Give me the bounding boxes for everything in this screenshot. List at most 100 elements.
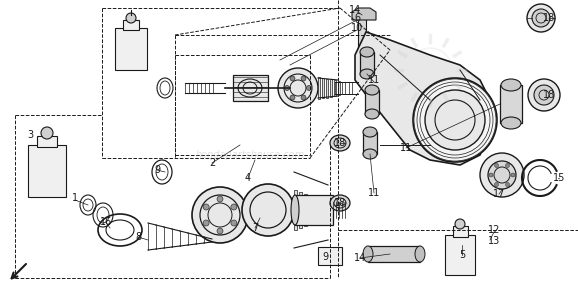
Circle shape [192,187,248,243]
Circle shape [290,76,295,81]
Circle shape [301,95,306,100]
Bar [453,226,468,237]
Text: 8: 8 [135,232,141,242]
Bar [363,132,377,154]
Polygon shape [352,8,376,20]
Text: 1: 1 [72,193,78,203]
Bar [500,85,522,123]
Ellipse shape [363,246,373,262]
Bar [334,80,336,96]
Circle shape [425,90,485,150]
Circle shape [495,183,498,186]
Bar [318,247,342,265]
Text: 9: 9 [322,252,328,262]
Text: 7: 7 [252,223,258,233]
Bar [338,81,340,95]
Text: 18: 18 [543,13,555,23]
Circle shape [203,204,209,210]
Circle shape [231,220,237,226]
Bar [314,198,317,222]
Text: 13: 13 [488,236,500,246]
Text: 16: 16 [100,217,112,227]
Circle shape [528,79,560,111]
Circle shape [534,85,554,105]
Circle shape [495,163,498,168]
Circle shape [506,163,509,168]
Text: 3: 3 [27,130,33,140]
Circle shape [306,86,312,91]
Text: 14: 14 [354,253,366,263]
Bar [322,78,324,98]
Bar [330,79,332,97]
Circle shape [290,95,295,100]
Circle shape [41,127,53,139]
Text: 17: 17 [493,189,505,199]
Circle shape [511,173,515,177]
Bar [28,145,66,197]
Bar [326,78,328,97]
Circle shape [301,76,306,81]
Bar [365,90,379,114]
Text: 10: 10 [351,23,363,33]
Ellipse shape [363,149,377,159]
Circle shape [217,196,223,202]
Ellipse shape [330,195,350,211]
Ellipse shape [415,246,425,262]
Circle shape [480,153,524,197]
Bar [358,12,366,50]
Circle shape [217,228,223,234]
Text: 6: 6 [354,13,360,23]
Text: 18: 18 [334,198,346,208]
Circle shape [527,4,555,32]
Bar [304,194,307,226]
Text: 9: 9 [154,165,160,175]
Bar [123,20,139,30]
Bar [294,190,297,230]
Bar [299,192,302,228]
Bar [324,202,327,218]
Circle shape [203,220,209,226]
Bar [295,195,333,225]
Ellipse shape [360,69,374,79]
Ellipse shape [360,47,374,57]
Ellipse shape [330,135,350,151]
Circle shape [506,183,509,186]
Circle shape [488,161,516,189]
Bar [318,77,320,99]
Text: 5: 5 [459,250,465,260]
Circle shape [284,86,290,91]
Text: 4: 4 [245,173,251,183]
Circle shape [278,68,318,108]
Ellipse shape [501,117,521,129]
Text: 11: 11 [400,143,412,153]
Circle shape [532,9,550,27]
Text: 14: 14 [349,5,361,15]
Text: 15: 15 [553,173,565,183]
Ellipse shape [501,79,521,91]
Circle shape [455,219,465,229]
Bar [115,28,147,70]
Circle shape [413,78,497,162]
Bar [233,75,268,101]
Bar [368,246,420,262]
Text: 18: 18 [334,138,346,148]
Text: hondapartshouse.com: hondapartshouse.com [195,150,305,160]
Ellipse shape [291,195,299,225]
Ellipse shape [363,127,377,137]
Circle shape [242,184,294,236]
Bar [37,136,57,147]
Ellipse shape [365,85,379,95]
Polygon shape [355,32,490,165]
Circle shape [126,13,136,23]
Circle shape [489,173,493,177]
Circle shape [231,204,237,210]
Bar [445,235,475,275]
Text: 12: 12 [488,225,500,235]
Text: 11: 11 [368,188,380,198]
Bar [309,196,312,224]
Text: 18: 18 [543,90,555,100]
Ellipse shape [365,109,379,119]
Text: 11: 11 [368,75,380,85]
Text: 2: 2 [209,158,215,168]
Bar [319,200,322,220]
